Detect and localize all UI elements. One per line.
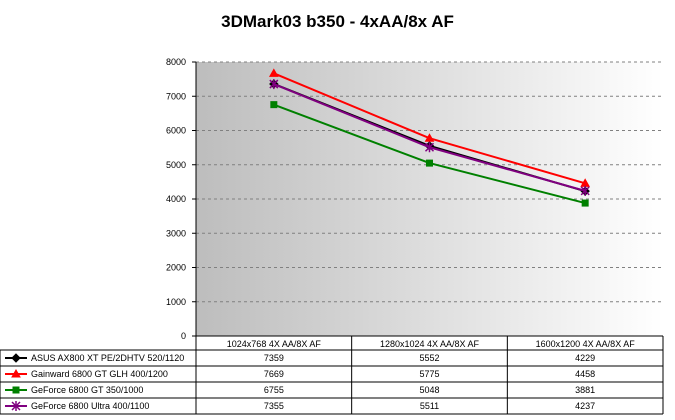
x-tick-label: 1024x768 4X AA/8X AF — [227, 339, 322, 349]
data-label: 5775 — [419, 369, 439, 379]
data-point — [580, 185, 590, 196]
legend-label: ASUS AX800 XT PE/2DHTV 520/1120 — [31, 353, 184, 363]
data-point — [11, 368, 21, 378]
y-tick-label: 8000 — [166, 57, 186, 67]
data-label: 5048 — [419, 385, 439, 395]
data-label: 5511 — [420, 401, 439, 411]
data-point — [426, 159, 433, 167]
chart-title: 3DMark03 b350 - 4xAA/8x AF — [221, 12, 454, 31]
data-label: 5552 — [419, 353, 439, 363]
data-point — [581, 199, 589, 207]
data-point — [424, 133, 435, 142]
data-point — [270, 101, 278, 109]
y-tick-label: 1000 — [166, 297, 186, 307]
data-label: 4229 — [575, 353, 595, 363]
y-tick-label: 2000 — [166, 263, 186, 273]
data-label: 6755 — [264, 385, 284, 395]
y-tick-label: 6000 — [166, 126, 186, 136]
data-point — [12, 386, 20, 394]
legend-label: GeForce 6800 GT 350/1000 — [31, 385, 143, 395]
data-label: 7669 — [264, 369, 284, 379]
legend-label: GeForce 6800 Ultra 400/1100 — [31, 401, 149, 411]
data-label: 7359 — [264, 353, 284, 363]
legend-label: Gainward 6800 GT GLH 400/1200 — [31, 369, 168, 379]
y-tick-label: 4000 — [166, 194, 186, 204]
data-point — [268, 68, 279, 77]
data-point — [424, 142, 435, 153]
x-tick-label: 1280x1024 4X AA/8X AF — [380, 339, 480, 349]
data-label: 4237 — [575, 401, 595, 411]
data-label: 7355 — [264, 401, 284, 411]
y-tick-label: 0 — [181, 331, 186, 341]
data-point — [11, 401, 21, 411]
data-point — [269, 79, 279, 90]
x-tick-label: 1600x1200 4X AA/8X AF — [536, 339, 636, 349]
y-tick-label: 7000 — [166, 91, 186, 101]
y-tick-label: 5000 — [166, 160, 186, 170]
data-point — [11, 353, 21, 363]
data-label: 3881 — [575, 385, 595, 395]
y-tick-label: 3000 — [166, 228, 186, 238]
data-label: 4458 — [575, 369, 595, 379]
